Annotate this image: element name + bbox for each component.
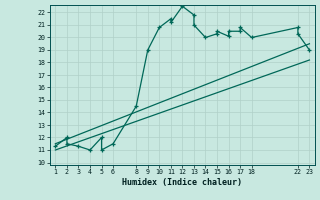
X-axis label: Humidex (Indice chaleur): Humidex (Indice chaleur) [122, 178, 243, 187]
